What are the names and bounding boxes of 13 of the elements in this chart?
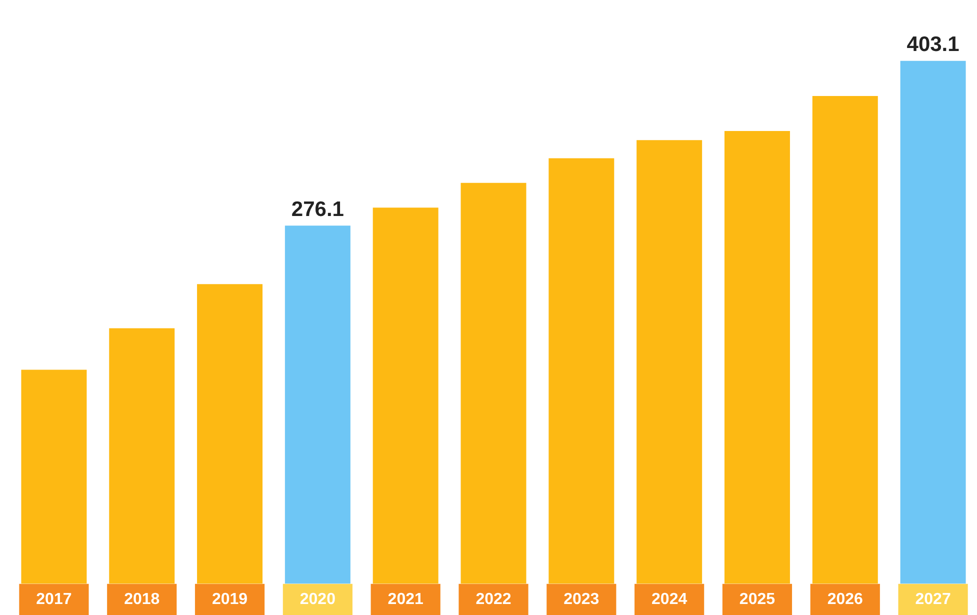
- x-tick-label: 2022: [476, 590, 512, 608]
- x-tick-label: 2017: [36, 590, 72, 608]
- data-label: 276.1: [291, 198, 344, 221]
- x-tick-label: 2020: [300, 590, 336, 608]
- x-tick-label: 2026: [827, 590, 864, 608]
- x-tick-label: 2023: [564, 590, 600, 608]
- data-label: 403.1: [906, 33, 960, 56]
- x-tick-label: 2027: [915, 590, 951, 608]
- x-tick-label: 2024: [652, 590, 688, 608]
- x-tick-label: 2018: [124, 590, 160, 608]
- x-tick-label: 2025: [739, 590, 776, 608]
- x-tick-label: 2019: [212, 590, 248, 608]
- x-tick-label: 2021: [388, 590, 424, 608]
